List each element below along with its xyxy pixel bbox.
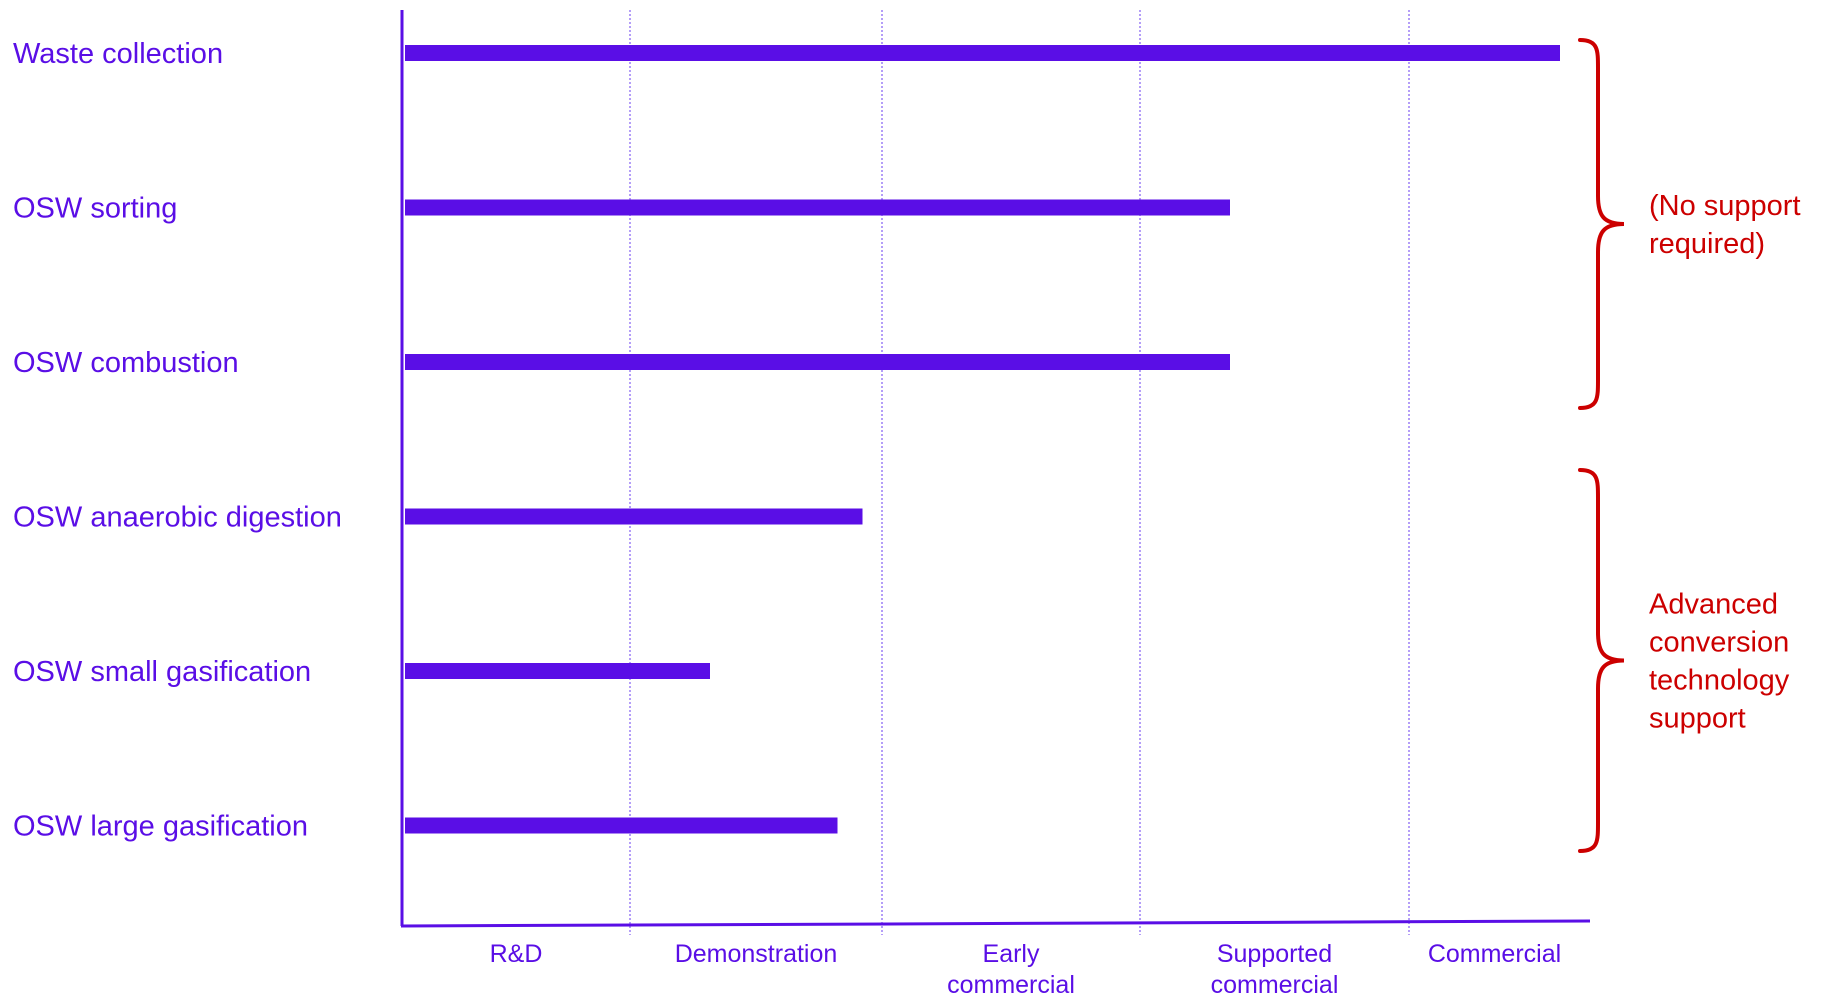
group-label-2: Advanced conversion technology support bbox=[1649, 589, 1790, 735]
grid-lines bbox=[629, 10, 1410, 935]
bar-6 bbox=[405, 817, 838, 834]
category-label: OSW large gasification bbox=[13, 811, 308, 843]
bar-5 bbox=[405, 663, 710, 679]
category-label: OSW combustion bbox=[13, 347, 239, 379]
group-label-1: (No support required) bbox=[1649, 190, 1801, 260]
x-tick-label: Supported commercial bbox=[1211, 940, 1339, 994]
x-tick-labels: R&D Demonstration Early commercial Supported… bbox=[490, 940, 1562, 994]
category-label: OSW sorting bbox=[13, 193, 177, 225]
bar-2 bbox=[405, 199, 1230, 216]
bar-4 bbox=[405, 508, 863, 525]
category-label: Waste collection bbox=[13, 38, 223, 70]
category-label: OSW small gasification bbox=[13, 656, 311, 688]
group-brace-2 bbox=[1578, 468, 1625, 853]
x-tick-label: Demonstration bbox=[675, 940, 838, 968]
x-tick-label: Early commercial bbox=[947, 940, 1075, 994]
bar-3 bbox=[405, 354, 1230, 370]
category-labels: Waste collection OSW sorting OSW combustio… bbox=[13, 38, 342, 843]
x-tick-label: R&D bbox=[490, 940, 543, 968]
x-axis-line bbox=[400, 919, 1591, 928]
group-brace-1 bbox=[1578, 38, 1625, 410]
bar-1 bbox=[405, 45, 1560, 61]
bars bbox=[405, 45, 1560, 834]
axes bbox=[400, 10, 1591, 928]
group-annotations: (No support required) Advanced conversion te… bbox=[1578, 38, 1801, 853]
x-tick-label: Commercial bbox=[1428, 940, 1561, 968]
category-label: OSW anaerobic digestion bbox=[13, 502, 342, 534]
